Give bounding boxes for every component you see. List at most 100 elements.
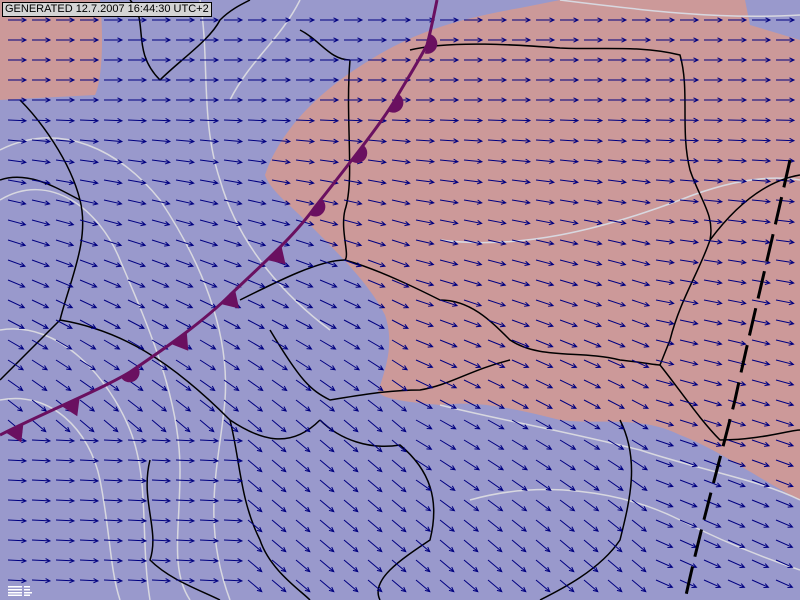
wind-arrow <box>415 459 433 471</box>
wind-arrow <box>103 498 124 504</box>
wind-arrow <box>343 117 364 124</box>
wind-arrow <box>367 379 384 392</box>
wind-arrow <box>703 559 722 568</box>
wind-arrow <box>511 259 531 267</box>
wind-arrow <box>535 559 551 573</box>
wind-arrow <box>199 138 220 144</box>
wind-arrow <box>223 219 243 227</box>
wind-arrow <box>247 279 266 288</box>
wind-arrow <box>56 37 76 43</box>
wind-arrow <box>320 37 340 43</box>
wind-arrow <box>271 439 287 453</box>
wind-arrow <box>199 339 217 350</box>
wind-arrow <box>175 117 196 124</box>
wind-arrow <box>295 138 316 144</box>
wind-arrow <box>559 379 578 389</box>
wind-arrow <box>487 138 508 144</box>
wind-arrow <box>295 579 311 593</box>
wind-arrow <box>367 519 383 533</box>
wind-arrow <box>559 239 579 246</box>
wind-arrow <box>631 179 651 185</box>
wind-arrow <box>271 117 292 124</box>
wind-arrow <box>223 339 241 350</box>
wind-arrow <box>487 379 506 389</box>
wind-arrow <box>751 539 770 548</box>
wind-arrow <box>511 219 531 226</box>
wind-arrow <box>391 419 407 433</box>
wind-arrow <box>463 199 483 205</box>
wind-arrow <box>79 239 99 247</box>
wind-arrow <box>511 439 529 450</box>
wind-arrow <box>487 219 507 226</box>
wind-arrow <box>775 419 795 427</box>
wind-arrow <box>343 379 360 392</box>
wind-arrow <box>415 439 433 450</box>
wind-arrow <box>680 17 700 23</box>
wind-arrow <box>127 339 145 350</box>
wind-arrow <box>199 419 215 433</box>
wind-arrow <box>199 458 220 464</box>
wind-arrow <box>55 138 76 144</box>
wind-arrow <box>367 399 384 412</box>
wind-arrow <box>487 419 505 430</box>
wind-arrow <box>103 138 124 144</box>
wind-arrow <box>727 218 748 225</box>
wind-arrow <box>535 579 551 593</box>
wind-arrow <box>631 219 651 226</box>
wind-arrow <box>295 359 313 371</box>
wind-arrow <box>535 359 554 368</box>
wind-arrow <box>367 239 387 247</box>
wind-arrow <box>463 158 484 164</box>
wind-arrow <box>295 439 311 453</box>
wind-arrow <box>55 299 74 309</box>
wind-arrow <box>512 97 532 103</box>
wind-arrow <box>176 97 196 103</box>
wind-arrow <box>295 559 311 573</box>
wind-arrow <box>319 559 335 573</box>
wind-arrow <box>679 299 699 306</box>
wind-arrow <box>176 37 196 43</box>
wind-arrow <box>703 218 724 225</box>
wind-arrow <box>367 559 383 573</box>
wind-arrow <box>655 399 675 407</box>
wind-arrow <box>199 478 220 484</box>
wind-arrow <box>488 77 508 83</box>
wind-arrow <box>727 579 746 588</box>
wind-arrow <box>247 399 264 412</box>
wind-arrow <box>583 459 601 471</box>
wind-arrow <box>127 159 147 165</box>
wind-arrow <box>55 219 75 227</box>
wind-arrow <box>175 299 194 309</box>
wind-arrow <box>392 17 412 23</box>
wind-arrow <box>559 579 575 593</box>
wind-arrow <box>32 17 52 23</box>
wind-arrow <box>775 539 794 548</box>
wind-arrow <box>224 77 244 83</box>
wind-arrow <box>439 339 458 348</box>
wind-arrow <box>535 117 556 124</box>
wind-arrow <box>343 239 363 247</box>
wind-arrow <box>32 97 52 103</box>
wind-arrow <box>319 519 335 533</box>
wind-arrow <box>511 399 529 409</box>
wind-arrow <box>751 439 771 447</box>
wind-arrow <box>319 359 337 371</box>
wind-arrow <box>295 279 314 288</box>
wind-arrow <box>175 199 195 206</box>
legend-grid-icon[interactable] <box>8 586 38 596</box>
wind-arrow <box>320 97 340 103</box>
wind-arrow <box>703 137 724 144</box>
wind-arrow <box>511 319 530 328</box>
wind-arrow <box>8 37 28 43</box>
wind-arrow <box>31 359 49 371</box>
wind-arrow <box>415 579 431 593</box>
wind-arrow <box>487 179 507 185</box>
wind-arrow <box>511 519 527 532</box>
wind-arrow <box>199 117 220 124</box>
wind-arrow <box>151 498 172 504</box>
wind-arrow <box>751 218 772 225</box>
wind-arrow <box>367 499 383 513</box>
wind-arrow <box>511 559 527 573</box>
wind-arrow <box>751 319 771 326</box>
wind-arrow <box>607 519 623 532</box>
